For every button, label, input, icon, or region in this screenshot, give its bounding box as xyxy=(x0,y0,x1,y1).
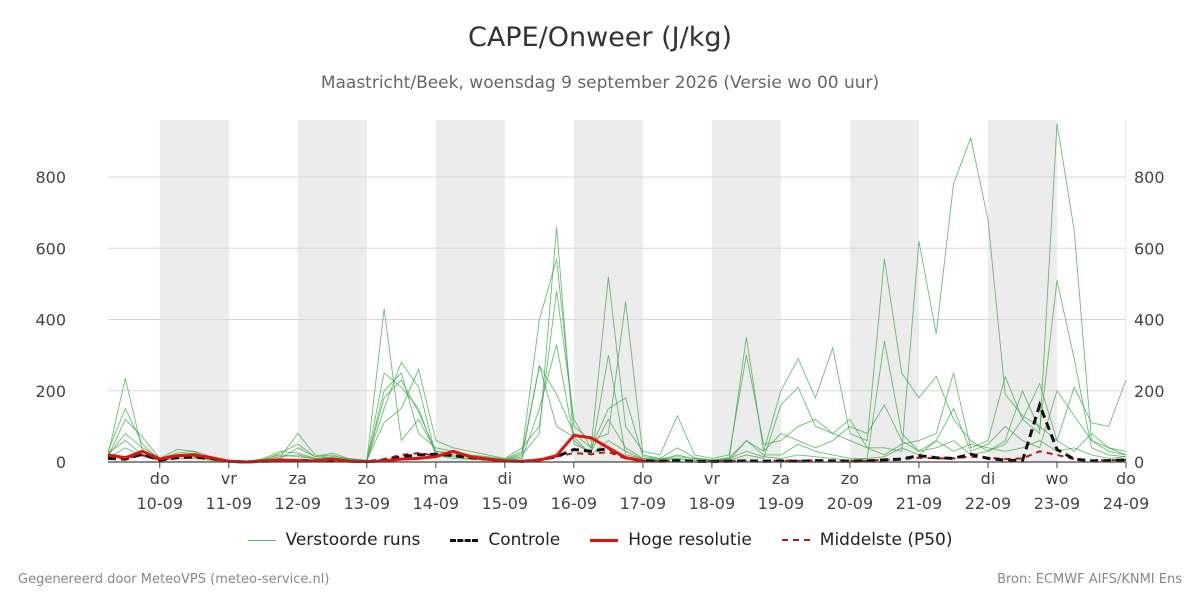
shaded-day-band-0 xyxy=(159,120,229,462)
chart-title: CAPE/Onweer (J/kg) xyxy=(467,22,732,53)
x-tick-day-12: di xyxy=(981,469,996,488)
x-tick-date-14: 24-09 xyxy=(1103,494,1150,513)
x-tick-day-3: zo xyxy=(358,469,376,488)
shaded-day-band-4 xyxy=(711,120,781,462)
x-tick-date-5: 15-09 xyxy=(482,494,529,513)
legend-item-runs: Verstoorde runs xyxy=(247,530,421,550)
x-tick-date-8: 18-09 xyxy=(689,494,736,513)
shaded-day-band-1 xyxy=(297,120,367,462)
series-run-line-3 xyxy=(107,123,1127,463)
x-tick-date-12: 22-09 xyxy=(965,494,1012,513)
shaded-day-band-5 xyxy=(849,120,919,462)
legend-swatch-runs xyxy=(247,539,276,541)
x-tick-date-3: 13-09 xyxy=(344,494,391,513)
x-tick-date-4: 14-09 xyxy=(413,494,460,513)
x-tick-date-6: 16-09 xyxy=(551,494,598,513)
x-tick-day-13: wo xyxy=(1046,469,1069,488)
legend-swatch-hires xyxy=(590,538,619,542)
y-tick-right-4: 800 xyxy=(1134,168,1165,187)
x-tick-date-7: 17-09 xyxy=(620,494,667,513)
x-tick-day-0: do xyxy=(150,469,170,488)
x-tick-day-6: wo xyxy=(562,469,585,488)
x-tick-date-0: 10-09 xyxy=(137,494,184,513)
legend-swatch-p50 xyxy=(781,539,810,541)
x-tick-day-10: zo xyxy=(841,469,859,488)
series-line-hoge-resolutie xyxy=(107,433,644,464)
x-tick-day-5: di xyxy=(498,469,513,488)
x-tick-date-11: 21-09 xyxy=(896,494,943,513)
shaded-day-band-2 xyxy=(435,120,505,462)
footer-source: Bron: ECMWF AIFS/KNMI Ens xyxy=(997,572,1182,587)
y-tick-left-0: 0 xyxy=(56,453,66,472)
footer-generated-by: Gegenereerd door MeteoVPS (meteo-service… xyxy=(18,572,330,587)
chart-legend: Verstoorde runs Controle Hoge resolutie … xyxy=(0,530,1200,550)
x-tick-date-2: 12-09 xyxy=(275,494,322,513)
x-tick-date-1: 11-09 xyxy=(206,494,253,513)
x-tick-day-11: ma xyxy=(906,469,931,488)
legend-item-control: Controle xyxy=(450,530,560,550)
x-tick-date-9: 19-09 xyxy=(758,494,805,513)
series-run-line-4 xyxy=(107,280,1127,463)
legend-swatch-control xyxy=(450,538,479,542)
legend-label-runs: Verstoorde runs xyxy=(285,530,421,550)
series-run-line-0 xyxy=(107,226,1127,463)
y-tick-left-2: 400 xyxy=(35,311,66,330)
legend-label-p50: Middelste (P50) xyxy=(819,530,953,550)
x-tick-day-4: ma xyxy=(423,469,448,488)
y-tick-right-2: 400 xyxy=(1134,311,1165,330)
x-tick-day-2: za xyxy=(289,469,307,488)
y-tick-left-1: 200 xyxy=(35,382,66,401)
legend-label-control: Controle xyxy=(488,530,561,550)
x-tick-day-9: za xyxy=(772,469,790,488)
chart-subtitle: Maastricht/Beek, woensdag 9 september 20… xyxy=(320,73,880,93)
shaded-day-band-3 xyxy=(573,120,643,462)
y-tick-right-0: 0 xyxy=(1134,453,1144,472)
y-tick-left-3: 600 xyxy=(35,239,66,258)
y-tick-left-4: 800 xyxy=(35,168,66,187)
series-run-line-5 xyxy=(107,364,1127,463)
shaded-day-band-6 xyxy=(987,120,1057,462)
x-tick-day-14: do xyxy=(1116,469,1136,488)
x-tick-date-10: 20-09 xyxy=(827,494,874,513)
legend-item-p50: Middelste (P50) xyxy=(781,530,953,550)
x-tick-day-1: vr xyxy=(221,469,237,488)
y-tick-right-3: 600 xyxy=(1134,239,1165,258)
y-tick-right-1: 200 xyxy=(1134,382,1165,401)
x-tick-date-13: 23-09 xyxy=(1034,494,1081,513)
x-tick-day-7: do xyxy=(633,469,653,488)
legend-item-hires: Hoge resolutie xyxy=(590,530,752,550)
x-tick-day-8: vr xyxy=(704,469,720,488)
legend-label-hires: Hoge resolutie xyxy=(628,530,752,550)
